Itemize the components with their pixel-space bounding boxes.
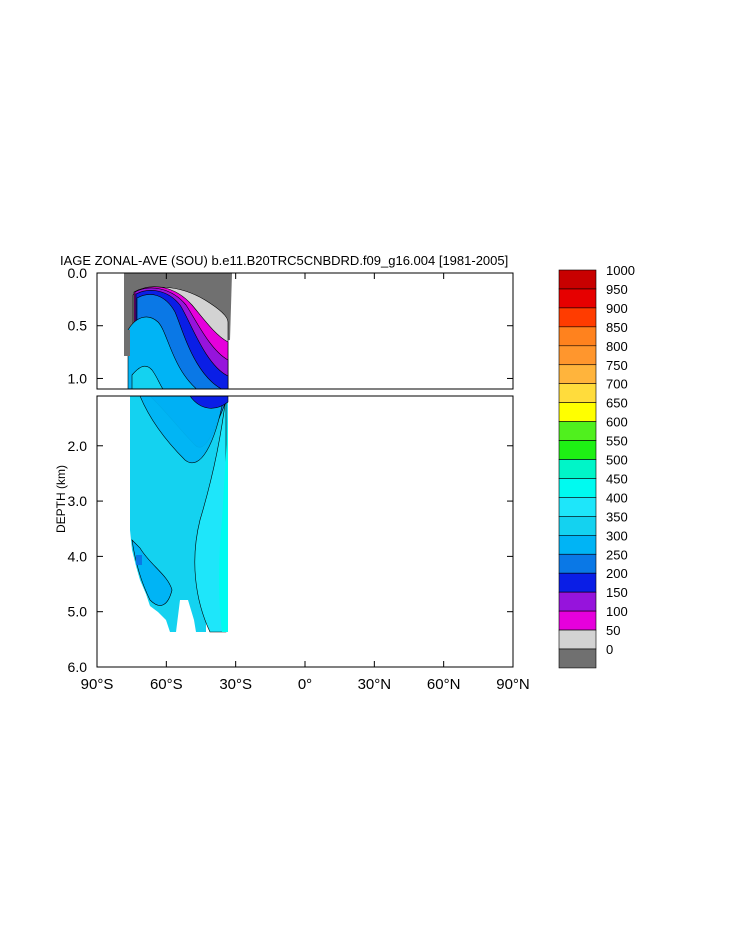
colorbar-swatch <box>558 421 597 441</box>
y-axis-ticks: 0.0 0.5 1.0 2.0 3.0 4.0 5.0 6.0 <box>68 265 513 675</box>
x-tick-label: 30°S <box>219 676 252 693</box>
y-tick-label: 1.0 <box>68 370 88 386</box>
colorbar-swatch <box>558 402 597 422</box>
colorbar-swatch <box>558 591 597 612</box>
colorbar-swatch <box>558 345 597 366</box>
y-tick-label: 4.0 <box>68 548 88 564</box>
colorbar-swatch <box>558 553 597 574</box>
colorbar-label: 900 <box>606 301 628 316</box>
y-tick-label: 3.0 <box>68 493 88 509</box>
colorbar-label: 750 <box>606 358 628 373</box>
colorbar-swatch <box>558 534 597 555</box>
colorbar-swatch <box>558 572 597 593</box>
chart-title: IAGE ZONAL-AVE (SOU) b.e11.B20TRC5CNBDRD… <box>60 253 509 268</box>
colorbar-label: 200 <box>606 566 628 581</box>
x-axis-ticks: 90°S 60°S 30°S 0° 30°N 60°N 90°N <box>81 273 530 693</box>
colorbar-label: 850 <box>606 320 628 335</box>
colorbar-label: 500 <box>606 453 628 468</box>
colorbar-swatch <box>558 326 597 347</box>
colorbar-label: 400 <box>606 490 628 505</box>
colorbar-label: 950 <box>606 282 628 297</box>
colorbar-label: 150 <box>606 585 628 600</box>
colorbar: 0 50 100 150 200 250 300 350 400 450 500 550 600 650 7… <box>558 263 635 669</box>
colorbar-swatch <box>558 629 597 650</box>
colorbar-swatch <box>558 269 597 290</box>
x-tick-label: 90°N <box>496 676 530 693</box>
y-tick-label: 2.0 <box>68 438 88 454</box>
colorbar-swatch <box>558 478 597 498</box>
x-tick-label: 30°N <box>358 676 392 693</box>
lower-panel-data <box>130 396 229 633</box>
colorbar-label: 1000 <box>606 263 635 278</box>
y-tick-label: 6.0 <box>68 659 88 675</box>
colorbar-label: 350 <box>606 509 628 524</box>
colorbar-label: 700 <box>606 377 628 392</box>
colorbar-swatch <box>558 516 597 536</box>
colorbar-swatch <box>558 459 597 479</box>
colorbar-label: 50 <box>606 623 620 638</box>
y-tick-label: 0.0 <box>68 265 88 281</box>
colorbar-label: 650 <box>606 396 628 411</box>
x-tick-label: 60°S <box>150 676 183 693</box>
colorbar-label: 0 <box>606 642 613 657</box>
colorbar-label: 550 <box>606 434 628 449</box>
colorbar-swatch <box>558 383 597 403</box>
colorbar-swatch <box>558 364 597 385</box>
colorbar-label: 100 <box>606 604 628 619</box>
colorbar-swatch <box>558 497 597 517</box>
colorbar-label: 450 <box>606 471 628 486</box>
colorbar-swatch <box>558 288 597 309</box>
colorbar-label: 600 <box>606 415 628 430</box>
colorbar-label: 250 <box>606 547 628 562</box>
colorbar-swatch <box>558 610 597 631</box>
colorbar-label: 300 <box>606 528 628 543</box>
y-tick-label: 5.0 <box>68 604 88 620</box>
colorbar-swatch <box>558 648 597 669</box>
x-tick-label: 90°S <box>81 676 114 693</box>
colorbar-swatch <box>558 307 597 328</box>
x-tick-label: 60°N <box>427 676 461 693</box>
colorbar-swatch <box>558 440 597 460</box>
upper-panel-data <box>124 273 232 389</box>
colorbar-label: 800 <box>606 339 628 354</box>
x-tick-label: 0° <box>298 676 312 693</box>
y-tick-label: 0.5 <box>68 318 88 334</box>
